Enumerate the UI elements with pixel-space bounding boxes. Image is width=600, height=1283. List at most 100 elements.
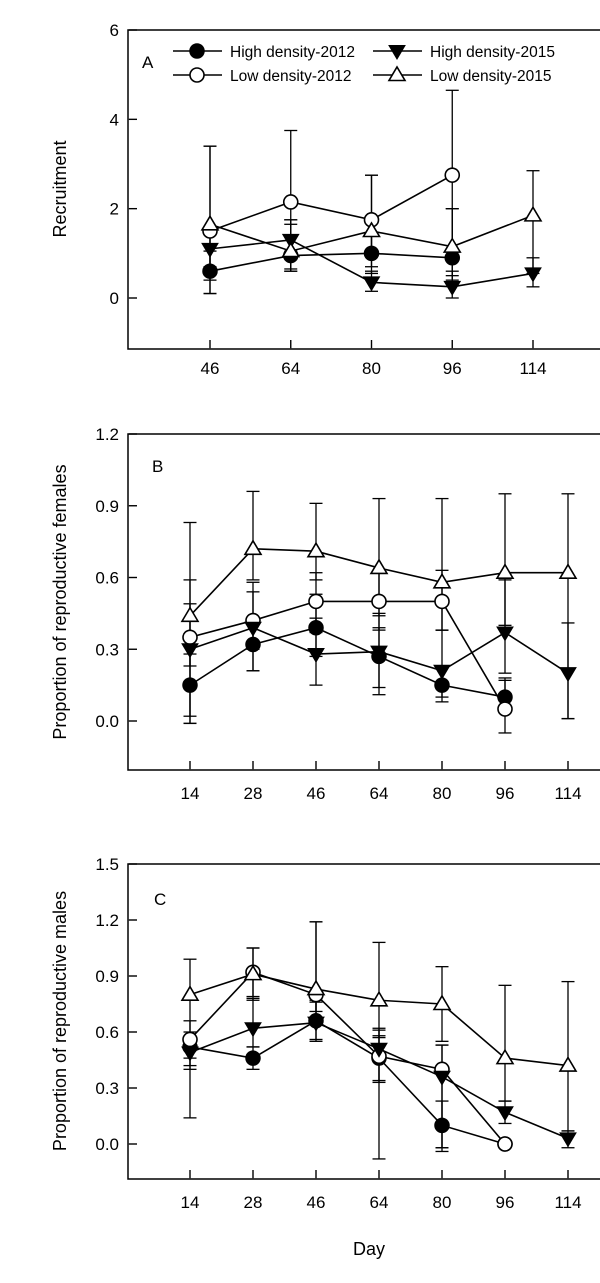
panel-a-y-axis-title: Recruitment xyxy=(50,140,70,237)
marker-circle-open xyxy=(371,593,387,610)
marker-triangle-down-filled xyxy=(559,667,577,683)
x-tick-label: 64 xyxy=(370,784,389,803)
marker-circle-filled xyxy=(434,677,450,693)
marker-circle-open xyxy=(182,629,198,646)
marker-triangle-down-filled xyxy=(362,276,381,292)
plot-frame xyxy=(127,29,600,350)
y-tick-label: 0.0 xyxy=(95,1135,119,1154)
x-tick-label: 114 xyxy=(554,784,581,803)
y-tick-label: 1.2 xyxy=(95,425,119,444)
marker-triangle-up-open xyxy=(432,994,452,1011)
marker-triangle-up-open xyxy=(306,979,326,996)
series-line-high-density-2012 xyxy=(189,626,506,698)
x-tick-label: 46 xyxy=(307,784,326,803)
marker-triangle-down-filled xyxy=(496,626,514,642)
x-tick-label: 14 xyxy=(181,1193,200,1212)
marker-triangle-up-open xyxy=(369,558,389,575)
marker-triangle-down-filled xyxy=(307,648,325,664)
marker-triangle-up-open xyxy=(200,214,220,231)
x-tick-label: 96 xyxy=(496,1193,515,1212)
x-tick-label: 64 xyxy=(281,359,300,378)
series-markers-low-density-2015 xyxy=(180,539,578,623)
plot-frame xyxy=(127,863,600,1180)
legend: High density-2012 Low density-2012 High … xyxy=(230,44,555,85)
y-tick-label: 0.6 xyxy=(95,569,119,588)
marker-triangle-up-open xyxy=(362,221,381,238)
marker-circle-filled xyxy=(308,619,324,636)
marker-circle-filled xyxy=(434,1117,450,1134)
x-tick-label: 28 xyxy=(244,784,263,803)
marker-triangle-down-filled xyxy=(524,267,542,283)
marker-triangle-up-open xyxy=(180,606,200,623)
marker-triangle-down-filled xyxy=(181,643,199,659)
marker-triangle-up-open xyxy=(558,563,578,580)
series-line-high-density-2012 xyxy=(189,1019,506,1145)
series-markers-high-density-2012 xyxy=(182,619,513,705)
figure-svg: A B C Recruitment Proportion of reproduc… xyxy=(50,21,600,1259)
series-markers-high-density-2012 xyxy=(182,1013,513,1152)
marker-circle-filled xyxy=(182,677,198,693)
marker-circle-filled xyxy=(245,636,261,653)
marker-triangle-down-filled xyxy=(443,280,462,296)
error-bars-high-density-2012 xyxy=(183,593,512,717)
marker-circle-filled xyxy=(202,263,218,279)
series-line-high-density-2012 xyxy=(209,252,453,272)
marker-circle-open xyxy=(282,194,299,210)
y-tick-label: 0.3 xyxy=(95,640,119,659)
error-bars-low-density-2012 xyxy=(183,569,512,734)
marker-triangle-up-open xyxy=(243,964,263,981)
y-tick-label: 6 xyxy=(110,21,119,40)
panel-a-letter: A xyxy=(142,53,154,72)
marker-triangle-down-filled xyxy=(181,1046,199,1062)
marker-triangle-up-open xyxy=(523,205,543,222)
error-bars-high-density-2012 xyxy=(203,208,459,295)
marker-circle-open xyxy=(308,593,324,610)
marker-triangle-up-open xyxy=(180,985,200,1001)
marker-triangle-down-filled xyxy=(307,1016,325,1032)
y-tick-label: 1.5 xyxy=(95,855,119,874)
marker-circle-open xyxy=(497,1136,513,1152)
x-tick-label: 46 xyxy=(201,359,220,378)
marker-circle-open xyxy=(434,593,450,610)
x-tick-label: 114 xyxy=(519,359,546,378)
marker-triangle-up-open xyxy=(432,572,452,589)
marker-triangle-down-filled xyxy=(496,1106,514,1122)
marker-circle-filled xyxy=(245,1050,261,1066)
y-tick-label: 0.9 xyxy=(95,497,119,516)
legend-label-high-density-2012: High density-2012 xyxy=(230,44,355,61)
series-markers-high-density-2012 xyxy=(202,245,460,279)
panel-b: 0.0 0.3 0.6 0.9 1.2 14 28 46 64 80 96 114 xyxy=(95,425,600,803)
marker-triangle-down-filled xyxy=(388,45,406,60)
x-tick-label: 80 xyxy=(362,359,381,378)
panel-c-letter: C xyxy=(154,890,166,909)
marker-triangle-up-open xyxy=(495,563,515,580)
legend-label-low-density-2012: Low density-2012 xyxy=(230,68,352,85)
y-tick-label: 0.0 xyxy=(95,712,119,731)
panel-c: 0.0 0.3 0.6 0.9 1.2 1.5 14 28 46 64 80 96 114 xyxy=(95,855,600,1212)
series-markers-low-density-2012 xyxy=(202,167,461,239)
x-tick-label: 46 xyxy=(307,1193,326,1212)
marker-triangle-up-open xyxy=(495,1048,515,1065)
x-tick-label: 114 xyxy=(554,1193,581,1212)
series-markers-low-density-2012 xyxy=(182,593,513,717)
y-tick-label: 0.3 xyxy=(95,1079,119,1098)
marker-circle-filled xyxy=(189,43,205,59)
marker-circle-filled xyxy=(363,245,380,262)
series-line-low-density-2012 xyxy=(189,600,506,710)
panel-c-y-axis-title: Proportion of reproductive males xyxy=(50,891,70,1151)
multi-panel-figure: A B C Recruitment Proportion of reproduc… xyxy=(40,16,600,1267)
series-markers-low-density-2015 xyxy=(200,205,543,258)
marker-triangle-down-filled xyxy=(201,242,219,258)
marker-circle-open xyxy=(444,167,461,183)
series-markers-high-density-2015 xyxy=(201,233,542,296)
marker-triangle-up-open xyxy=(558,1056,578,1072)
panel-b-letter: B xyxy=(152,457,163,476)
x-axis-title: Day xyxy=(353,1239,385,1259)
y-tick-label: 0.9 xyxy=(95,967,119,986)
marker-triangle-up-open xyxy=(243,539,263,556)
series-line-low-density-2012 xyxy=(189,971,506,1145)
series-markers-low-density-2015 xyxy=(180,964,578,1072)
legend-label-high-density-2015: High density-2015 xyxy=(430,44,555,61)
x-tick-label: 96 xyxy=(443,359,462,378)
legend-markers xyxy=(173,43,422,83)
